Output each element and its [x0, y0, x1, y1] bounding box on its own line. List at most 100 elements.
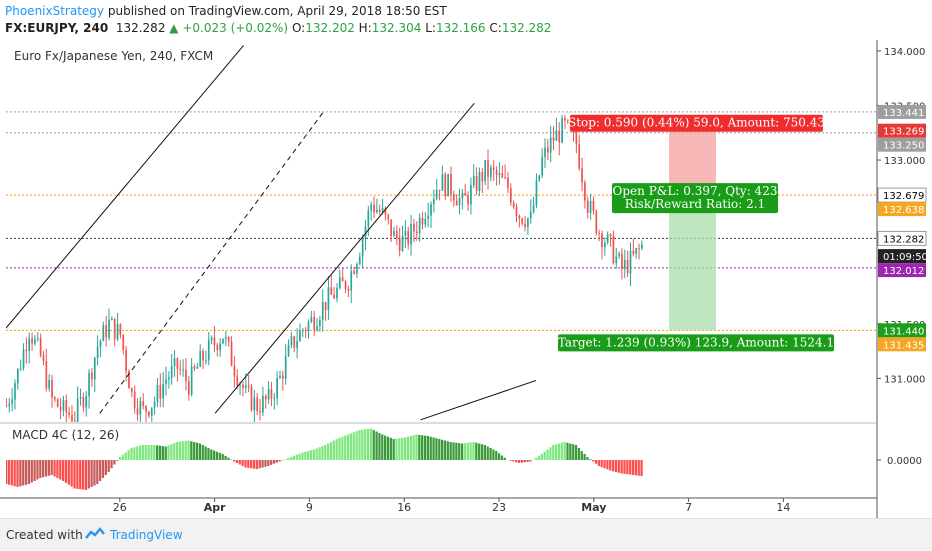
macd-bar	[569, 444, 571, 461]
candle-body	[31, 338, 33, 343]
candle-body	[575, 131, 577, 144]
low-value: 132.166	[436, 21, 486, 35]
candle-body	[60, 407, 62, 411]
high-label: H:	[359, 21, 372, 35]
candle-body	[601, 233, 603, 247]
open-label: O:	[292, 21, 305, 35]
macd-bar	[222, 454, 224, 460]
macd-bar	[267, 460, 269, 466]
macd-bar	[113, 460, 115, 465]
macd-bar	[293, 456, 295, 460]
macd-bar	[45, 460, 47, 477]
candle-body	[493, 167, 495, 170]
macd-bar	[244, 460, 246, 468]
price-tick-label: 133.000	[884, 156, 925, 167]
macd-bar	[204, 447, 206, 461]
macd-bar	[33, 460, 35, 481]
candle-body	[450, 174, 452, 194]
candle-body	[228, 337, 230, 341]
macd-bar	[350, 433, 352, 460]
candle-body	[94, 358, 96, 379]
candle-body	[487, 160, 489, 177]
macd-bar	[193, 442, 195, 460]
symbol-name: FX:EURJPY, 240	[5, 21, 108, 35]
chart-header: PhoenixStrategy published on TradingView…	[0, 0, 932, 40]
candle-body	[613, 236, 615, 263]
candle-body	[88, 373, 90, 396]
candle-body	[45, 361, 47, 389]
stop-label-text: Stop: 0.590 (0.44%) 59.0, Amount: 750.43	[568, 116, 825, 130]
candle-body	[322, 302, 324, 320]
candle-body	[556, 131, 558, 141]
candle-body	[214, 338, 216, 345]
macd-bar	[361, 430, 363, 460]
publish-info: published on TradingView.com, April 29, …	[108, 4, 447, 18]
macd-bar	[336, 439, 338, 460]
candle-body	[558, 131, 560, 143]
macd-bar	[327, 444, 329, 461]
candle-body	[285, 356, 287, 379]
macd-bar	[76, 460, 78, 489]
candle-body	[191, 367, 193, 395]
candle-body	[501, 173, 503, 177]
macd-bar	[116, 460, 118, 461]
macd-bar	[370, 429, 372, 461]
macd-bar	[133, 447, 135, 460]
macd-bar	[90, 460, 92, 487]
tradingview-link[interactable]: TradingView	[110, 528, 183, 542]
macd-bar	[167, 445, 169, 460]
candle-body	[356, 264, 358, 273]
close-value: 132.282	[502, 21, 552, 35]
candle-body	[316, 326, 318, 330]
candle-body	[120, 324, 122, 335]
candle-body	[14, 383, 16, 399]
macd-bar	[640, 460, 642, 476]
candle-body	[40, 338, 42, 355]
macd-bar	[290, 457, 292, 460]
candle-body	[151, 408, 153, 416]
candle-body	[618, 254, 620, 257]
macd-bar	[638, 460, 640, 476]
price-chart[interactable]: Stop: 0.590 (0.44%) 59.0, Amount: 750.43…	[0, 40, 932, 518]
candle-body	[265, 396, 267, 400]
candle-body	[345, 281, 347, 289]
candle-body	[581, 168, 583, 182]
candle-body	[444, 174, 446, 196]
macd-bar	[310, 450, 312, 460]
macd-bar	[313, 450, 315, 461]
pnl-label-text: Risk/Reward Ratio: 2.1	[625, 197, 765, 211]
macd-bar	[259, 460, 261, 468]
macd-bar	[338, 438, 340, 460]
candle-body	[293, 336, 295, 347]
candle-body	[630, 251, 632, 274]
macd-bar	[358, 430, 360, 460]
candle-body	[185, 370, 187, 381]
candle-body	[273, 398, 275, 399]
macd-bar	[196, 443, 198, 460]
macd-bar	[79, 460, 81, 489]
candle-body	[544, 148, 546, 157]
candle-body	[17, 369, 19, 383]
date-tick-label: May	[581, 501, 606, 514]
macd-bar	[472, 442, 474, 460]
macd-bar	[213, 451, 215, 460]
candle-body	[291, 336, 293, 345]
macd-bar	[68, 460, 70, 485]
candle-body	[362, 239, 364, 257]
candle-body	[108, 320, 110, 338]
candle-body	[179, 369, 181, 370]
macd-bar	[424, 436, 426, 460]
macd-bar	[621, 460, 623, 474]
candle-body	[470, 185, 472, 204]
candle-body	[188, 381, 190, 395]
macd-bar	[341, 437, 343, 460]
candle-body	[621, 254, 623, 269]
author-name[interactable]: PhoenixStrategy	[5, 4, 104, 18]
macd-bar	[142, 445, 144, 460]
candle-body	[538, 175, 540, 180]
macd-bar	[247, 460, 249, 468]
candle-body	[259, 411, 261, 412]
candle-body	[578, 144, 580, 168]
macd-bar	[450, 442, 452, 460]
candle-body	[610, 234, 612, 236]
